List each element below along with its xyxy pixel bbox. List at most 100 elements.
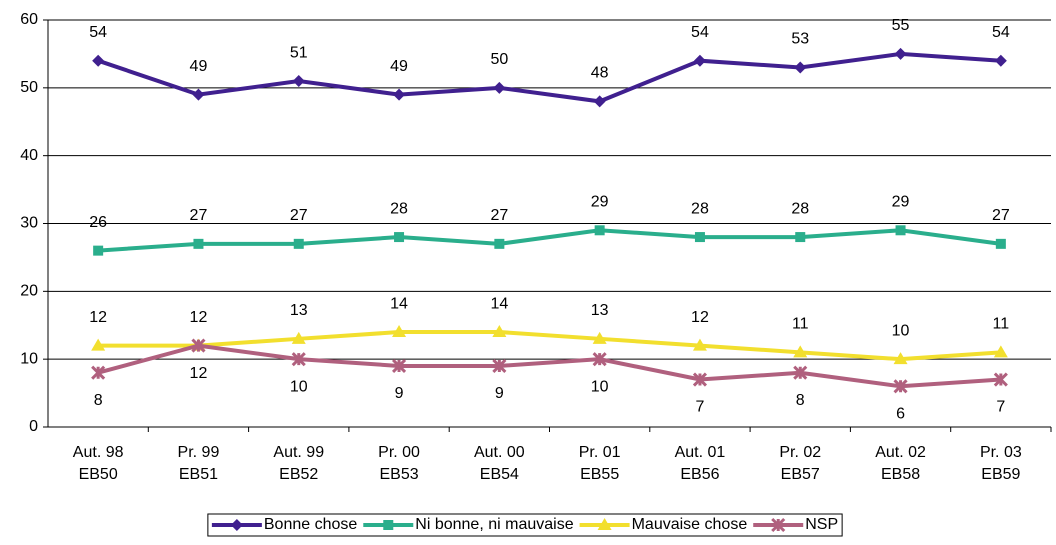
y-tick-label: 20 — [20, 283, 38, 300]
point — [793, 345, 808, 358]
point — [494, 238, 505, 249]
data-label: 29 — [591, 194, 609, 211]
legend — [207, 513, 843, 537]
point — [393, 88, 406, 101]
data-label: 50 — [490, 51, 508, 68]
x-tick-label: EB58 — [881, 466, 920, 483]
x-tick-label: Aut. 02 — [875, 444, 926, 461]
data-label: 12 — [190, 309, 208, 326]
y-tick-label: 60 — [20, 11, 38, 28]
point — [894, 47, 907, 60]
x-tick-label: EB50 — [79, 466, 118, 483]
data-label: 54 — [992, 24, 1010, 41]
point — [92, 54, 105, 67]
x-tick-label: EB57 — [781, 466, 820, 483]
data-label: 27 — [290, 207, 308, 224]
legend-item: NSP — [753, 516, 838, 533]
legend-label: NSP — [805, 516, 838, 533]
data-label: 7 — [695, 399, 704, 416]
point — [91, 365, 106, 380]
data-label: 14 — [490, 295, 508, 312]
data-label: 10 — [591, 378, 609, 395]
point — [692, 338, 707, 351]
data-label: 11 — [993, 316, 1010, 333]
data-label: 28 — [390, 200, 408, 217]
data-label: 51 — [290, 44, 308, 61]
data-label: 6 — [896, 406, 905, 423]
series-line — [97, 51, 1001, 104]
data-label: 14 — [390, 295, 408, 312]
series-line — [98, 330, 1001, 362]
data-label: 12 — [691, 309, 709, 326]
x-tick-label: Aut. 01 — [675, 444, 726, 461]
data-label: 7 — [996, 399, 1005, 416]
legend-item: Ni bonne, ni mauvaise — [363, 516, 574, 533]
data-label: 8 — [94, 392, 103, 409]
x-tick-label: Pr. 00 — [378, 444, 420, 461]
x-tick-label: Pr. 99 — [178, 444, 220, 461]
point — [291, 331, 306, 344]
data-label: 11 — [792, 316, 809, 333]
point — [995, 238, 1006, 249]
x-tick-label: EB54 — [480, 466, 519, 483]
series-line — [98, 228, 1002, 253]
point — [391, 358, 407, 374]
x-tick-label: EB51 — [179, 466, 218, 483]
point — [694, 232, 705, 243]
data-label: 12 — [89, 309, 107, 326]
y-tick-label: 30 — [20, 215, 38, 232]
data-label: 10 — [290, 378, 308, 395]
point — [793, 365, 808, 380]
data-label: 54 — [691, 24, 709, 41]
x-tick-label: Pr. 01 — [579, 444, 621, 461]
point — [492, 358, 507, 374]
point — [394, 232, 405, 243]
y-tick-label: 0 — [29, 418, 38, 435]
point — [895, 225, 906, 236]
x-tick-label: EB55 — [580, 466, 619, 483]
data-label: 9 — [395, 385, 404, 402]
data-label: 28 — [691, 200, 709, 217]
data-label: 53 — [791, 31, 809, 48]
data-label: 27 — [190, 207, 208, 224]
legend-label: Mauvaise chose — [632, 516, 748, 533]
point — [594, 225, 605, 236]
x-tick-label: EB59 — [981, 466, 1020, 483]
data-label: 27 — [490, 207, 508, 224]
data-label: 12 — [190, 365, 208, 382]
legend-marker — [230, 519, 243, 531]
data-label: 13 — [591, 302, 609, 319]
y-tick-label: 40 — [20, 147, 38, 164]
y-tick-label: 10 — [20, 350, 38, 367]
data-label: 8 — [796, 392, 805, 409]
x-tick-label: EB52 — [279, 466, 318, 483]
data-label: 49 — [390, 58, 408, 75]
data-label: 48 — [591, 65, 609, 82]
point — [893, 352, 908, 365]
point — [592, 352, 607, 367]
point — [993, 372, 1008, 387]
data-label: 10 — [892, 322, 910, 339]
data-label: 26 — [89, 214, 107, 231]
point — [492, 325, 507, 338]
point — [93, 245, 104, 256]
point — [893, 379, 908, 394]
legend-label: Ni bonne, ni mauvaise — [415, 516, 573, 533]
point — [795, 232, 806, 243]
data-label: 28 — [791, 200, 809, 217]
x-tick-label: Pr. 03 — [980, 444, 1022, 461]
point — [692, 372, 708, 387]
point — [593, 95, 606, 108]
legend-marker — [383, 520, 394, 530]
legend-item: Bonne chose — [211, 516, 357, 533]
x-tick-label: EB53 — [379, 466, 418, 483]
x-tick-label: EB56 — [680, 466, 719, 483]
point — [293, 238, 304, 249]
x-tick-label: Aut. 99 — [273, 444, 324, 461]
data-label: 29 — [892, 194, 910, 211]
legend-marker — [771, 517, 786, 533]
data-label: 9 — [495, 385, 504, 402]
point — [592, 331, 607, 344]
series-line — [97, 343, 1001, 389]
point — [993, 345, 1008, 358]
